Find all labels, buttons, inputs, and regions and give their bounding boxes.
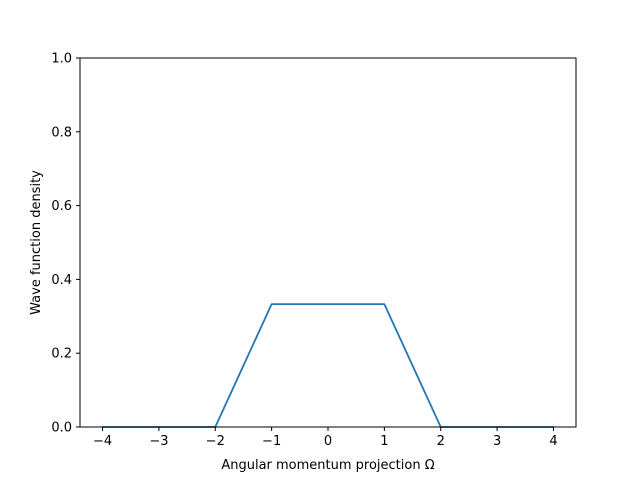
y-tick-label: 1.0 xyxy=(51,52,72,67)
y-tick-label: 0.2 xyxy=(51,347,72,362)
x-tick-label: −3 xyxy=(149,434,168,449)
y-tick-label: 0.8 xyxy=(51,125,72,140)
y-axis-label: Wave function density xyxy=(29,170,44,315)
x-tick-label: 3 xyxy=(493,434,501,449)
y-tick-label: 0.0 xyxy=(51,421,72,436)
x-tick-label: −1 xyxy=(262,434,281,449)
plot-frame xyxy=(79,57,577,428)
x-tick-label: −2 xyxy=(206,434,225,449)
y-tick-label: 0.6 xyxy=(51,199,72,214)
x-tick-label: 1 xyxy=(380,434,388,449)
series-line xyxy=(102,303,554,428)
y-tick-label: 0.4 xyxy=(51,273,72,288)
x-tick-label: 2 xyxy=(437,434,445,449)
x-tick-label: 0 xyxy=(324,434,332,449)
x-tick-label: 4 xyxy=(549,434,557,449)
x-axis-label: Angular momentum projection Ω xyxy=(221,458,434,473)
x-tick-label: −4 xyxy=(93,434,112,449)
